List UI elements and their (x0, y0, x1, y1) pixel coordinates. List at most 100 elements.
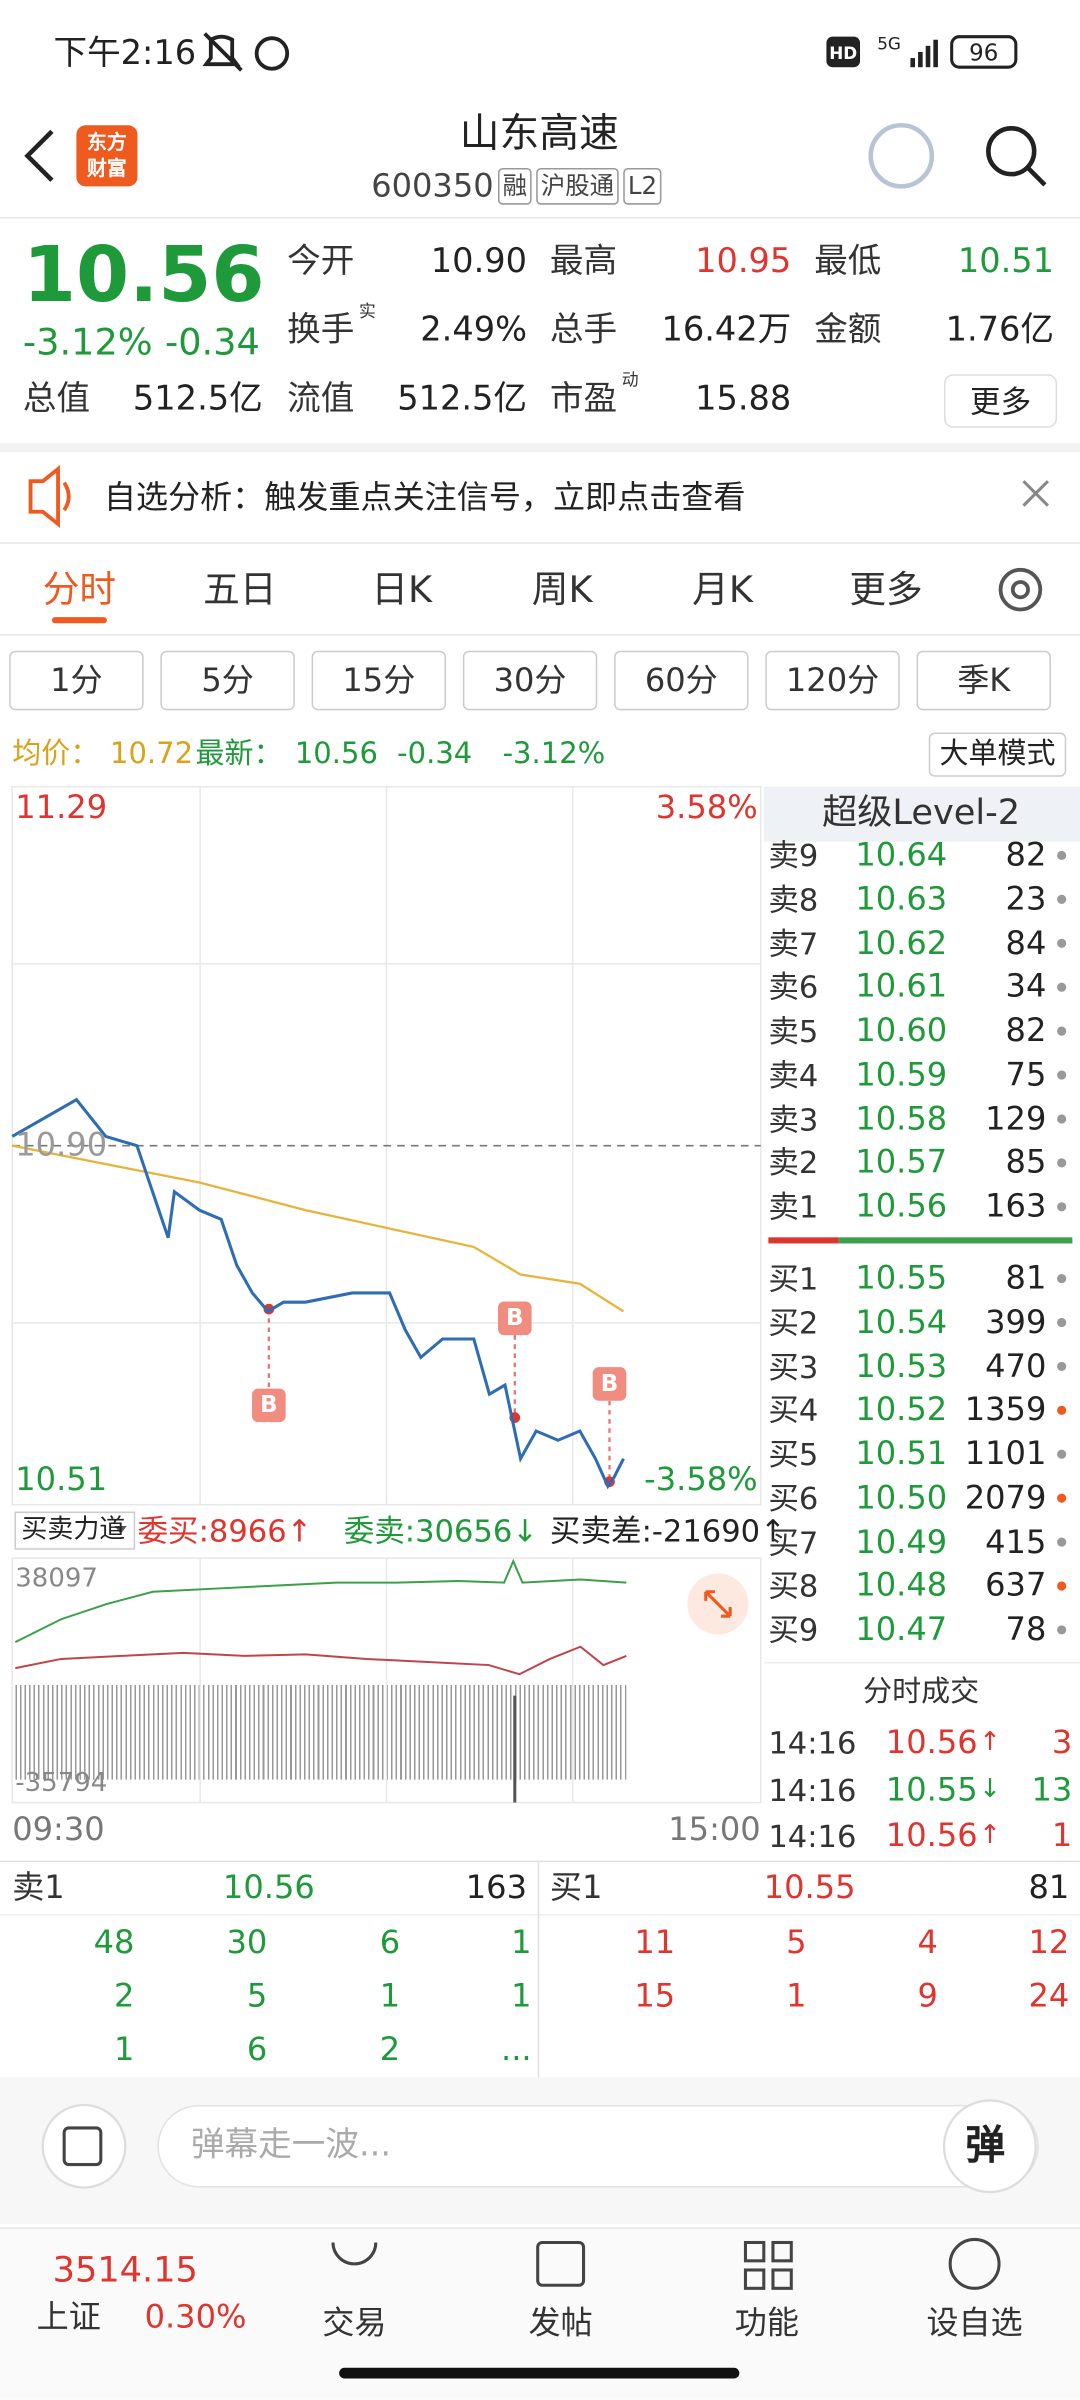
period-button[interactable] (311, 650, 447, 711)
indicator-select[interactable]: 买卖力道 (21, 1514, 126, 1546)
queue-volume: 81 (1028, 1868, 1070, 1906)
stat-label: 金额 (814, 311, 882, 350)
book-price: 10.64 (855, 836, 948, 874)
index-value[interactable]: 3514.15 (52, 2250, 198, 2291)
tab[interactable]: 分时 (42, 568, 117, 612)
trade-icon[interactable] (331, 2242, 378, 2266)
more[interactable]: 更多 (970, 383, 1032, 421)
comment-placeholder[interactable]: 弹幕走一波... (190, 2126, 392, 2165)
book-volume: 78 (1005, 1610, 1047, 1648)
period-button[interactable] (462, 650, 598, 711)
tab[interactable]: 更多 (849, 568, 923, 612)
book-level: 买6 (768, 1479, 819, 1517)
tab[interactable]: 五日 (203, 568, 277, 612)
avatar[interactable] (868, 122, 935, 189)
hd: HD (829, 43, 858, 64)
change-pct: -3.12% (22, 320, 153, 364)
nav-item[interactable]: 设自选 (926, 2304, 1023, 2342)
y2-tick-label: 3.58% (655, 788, 758, 826)
period-button[interactable] (916, 650, 1051, 711)
book-volume: 82 (1005, 1012, 1047, 1049)
indicator-min: -35794 (15, 1768, 108, 1799)
stock-code: 600350 (371, 167, 494, 204)
comment-input[interactable] (157, 2105, 1039, 2188)
book-level: 卖7 (768, 924, 819, 962)
stat-label: 总手 (549, 311, 618, 350)
watchlist-icon[interactable] (948, 2237, 1001, 2290)
trade-volume: 13 (1031, 1770, 1073, 1808)
queue-order: 2 (379, 2030, 401, 2068)
post-icon[interactable] (536, 2240, 586, 2287)
trade-volume: 1 (1051, 1817, 1073, 1854)
index-change[interactable]: 0.30% (144, 2298, 247, 2335)
indicator-bid: 委买:8966↑ (137, 1512, 313, 1549)
period-button[interactable] (9, 650, 144, 711)
tab[interactable]: 日K (371, 568, 433, 612)
search-icon[interactable] (986, 126, 1037, 177)
volume-bars (15, 1684, 627, 1780)
back-icon[interactable] (24, 129, 54, 182)
book-price: 10.49 (855, 1522, 948, 1560)
period-label[interactable]: 120分 (785, 662, 880, 699)
queue-price: 10.55 (763, 1868, 856, 1906)
latest-change-pct: -3.12% (502, 737, 606, 771)
avg-price-line (11, 1144, 625, 1313)
trade-time: 14:16 (768, 1771, 857, 1808)
book-level: 买9 (768, 1611, 819, 1649)
book-level: 卖8 (768, 881, 819, 918)
period-button[interactable] (160, 650, 295, 711)
latest-label: 最新： (195, 737, 283, 771)
danmaku-label[interactable]: 弹 (965, 2123, 1006, 2170)
nav-item[interactable]: 交易 (322, 2304, 387, 2342)
icons (24, 32, 1050, 2290)
logo[interactable] (76, 125, 138, 187)
close-icon[interactable] (1022, 480, 1050, 507)
nav-item[interactable]: 发帖 (528, 2304, 593, 2342)
book-price: 10.47 (855, 1610, 948, 1648)
settings-icon[interactable] (998, 567, 1043, 612)
period-label[interactable]: 15分 (342, 662, 416, 699)
nav-item[interactable]: 功能 (734, 2304, 799, 2342)
mode-button[interactable]: 大单模式 (928, 732, 1067, 777)
trade-price: 10.56 (885, 1817, 978, 1854)
comment-icon[interactable] (41, 2103, 127, 2189)
period-button[interactable] (765, 650, 900, 711)
last-price: 10.56 (22, 230, 265, 320)
book-volume: 470 (985, 1347, 1047, 1384)
indicator-diff: 买卖差:-21690↑ (549, 1512, 786, 1549)
book-level: 买3 (768, 1348, 819, 1385)
logo-text: 东方 (87, 132, 127, 156)
period-button[interactable] (614, 650, 749, 711)
y-tick-label: 11.29 (15, 788, 108, 826)
queue-order: 6 (379, 1923, 401, 1961)
trade-marker: B (506, 1303, 524, 1332)
stat-value: 512.5亿 (397, 380, 528, 419)
queue-order: 48 (93, 1923, 135, 1961)
book-volume: 1101 (964, 1435, 1047, 1472)
queue-order: 2 (113, 1977, 135, 2015)
price-line (11, 1097, 625, 1490)
tab[interactable]: 周K (531, 568, 593, 612)
level2-header-bg (763, 786, 1080, 842)
danmaku-button[interactable] (942, 2099, 1037, 2194)
y2-tick-label: -3.58% (644, 1461, 758, 1498)
trade-price: 10.56 (885, 1723, 978, 1761)
tab[interactable]: 月K (692, 568, 753, 612)
function-icon[interactable] (743, 2240, 766, 2263)
tab-underline (51, 617, 107, 624)
more-button[interactable] (944, 374, 1058, 428)
period-label[interactable]: 5分 (201, 662, 254, 699)
period-label[interactable]: 60分 (644, 662, 718, 699)
period-label[interactable]: 30分 (493, 662, 567, 699)
period-label[interactable]: 季K (957, 662, 1011, 699)
volume-dot (1057, 1405, 1067, 1415)
notice[interactable]: 自选分析：触发重点关注信号，立即点击查看 (103, 478, 746, 516)
divider (0, 542, 1080, 544)
stat-value: 2.49% (420, 311, 528, 350)
book-level: 买7 (768, 1523, 819, 1561)
volume-dot (1057, 1449, 1067, 1459)
battery-icon (950, 35, 1018, 69)
index-name[interactable]: 上证 (36, 2298, 101, 2335)
volume-dot (1057, 1493, 1067, 1503)
period-label[interactable]: 1分 (50, 662, 103, 699)
